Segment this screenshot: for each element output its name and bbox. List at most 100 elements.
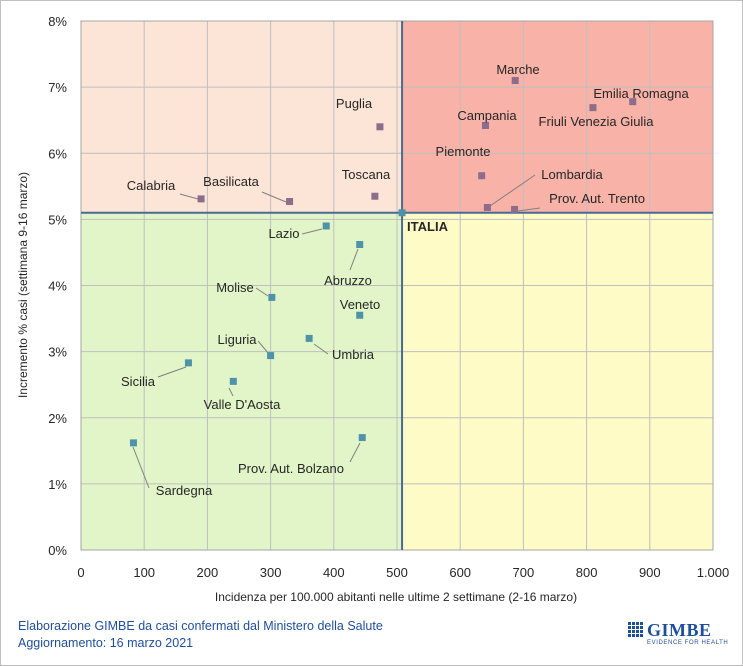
point-label: Emilia Romagna xyxy=(593,86,689,101)
grid-lines xyxy=(80,20,714,551)
leader-line xyxy=(489,174,536,207)
leader-line xyxy=(517,207,541,212)
x-tick-label: 800 xyxy=(576,565,598,580)
leader-lines xyxy=(132,174,541,489)
data-point xyxy=(511,205,519,213)
x-tick-label: 700 xyxy=(513,565,535,580)
leader-line xyxy=(157,366,187,378)
data-point xyxy=(483,203,491,211)
footer-source: Elaborazione GIMBE da casi confermati da… xyxy=(18,619,383,633)
point-label: Umbria xyxy=(332,347,375,362)
y-tick-label: 8% xyxy=(48,14,67,29)
data-point xyxy=(184,359,192,367)
scatter-chart: 0 100 200 300 400 500 600 700 800 900 1.000 0% 1% 2%… xyxy=(16,14,729,604)
data-point xyxy=(268,293,276,301)
x-axis-title: Incidenza per 100.000 abitanti nelle ult… xyxy=(215,590,577,604)
leader-line xyxy=(257,340,270,355)
point-label: Piemonte xyxy=(436,144,491,159)
data-point xyxy=(129,439,137,447)
point-label: Liguria xyxy=(217,332,257,347)
leader-line xyxy=(349,442,361,463)
reference-lines xyxy=(81,21,713,550)
point-labels: Marche Emilia Romagna Friuli Venezia Giuli… xyxy=(121,62,689,498)
footer-note: Elaborazione GIMBE da casi confermati da… xyxy=(18,618,383,652)
point-label: Puglia xyxy=(336,96,373,111)
y-tick-label: 3% xyxy=(48,345,67,360)
data-point xyxy=(305,334,313,342)
point-label: Marche xyxy=(496,62,539,77)
gimbe-logo: GIMBE EVIDENCE FOR HEALTH xyxy=(628,620,728,652)
y-tick-label: 2% xyxy=(48,411,67,426)
y-tick-label: 6% xyxy=(48,146,67,161)
logo-grid-icon xyxy=(628,622,644,638)
x-tick-label: 100 xyxy=(133,565,155,580)
leader-line xyxy=(349,248,359,271)
footer-update: Aggiornamento: 16 marzo 2021 xyxy=(18,636,194,650)
data-point xyxy=(229,377,237,385)
data-point xyxy=(267,352,275,360)
logo-wordmark: GIMBE xyxy=(647,620,712,640)
italia-label: ITALIA xyxy=(407,219,449,234)
x-tick-label: 600 xyxy=(449,565,471,580)
y-tick-label: 7% xyxy=(48,80,67,95)
point-label: Veneto xyxy=(340,297,381,312)
data-points xyxy=(129,77,637,447)
point-label: Calabria xyxy=(127,178,176,193)
point-label: Sardegna xyxy=(156,483,213,498)
x-tick-label: 500 xyxy=(386,565,408,580)
quadrant-bottom-left xyxy=(81,212,403,550)
y-tick-label: 4% xyxy=(48,279,67,294)
quadrant-backgrounds xyxy=(81,21,713,550)
point-label: Toscana xyxy=(342,167,391,182)
point-label: Molise xyxy=(216,280,254,295)
point-label: Sicilia xyxy=(121,374,156,389)
point-label: Valle D'Aosta xyxy=(204,397,281,412)
data-point xyxy=(322,222,330,230)
leader-line xyxy=(313,343,329,355)
plot-border xyxy=(80,20,714,551)
logo-tagline: EVIDENCE FOR HEALTH xyxy=(647,640,729,646)
quadrant-bottom-right xyxy=(402,212,713,550)
data-point xyxy=(478,172,486,180)
point-label: Basilicata xyxy=(203,174,259,189)
x-tick-label: 300 xyxy=(260,565,282,580)
point-label: Campania xyxy=(457,108,517,123)
leader-line xyxy=(228,387,234,397)
x-tick-label: 1.000 xyxy=(697,565,730,580)
data-point xyxy=(197,195,205,203)
y-tick-label: 0% xyxy=(48,543,67,558)
leader-line xyxy=(132,446,150,489)
data-point xyxy=(481,121,489,129)
y-axis-title: Incremento % casi (settimana 9-16 marzo) xyxy=(16,172,30,398)
x-tick-label: 0 xyxy=(77,565,84,580)
data-point xyxy=(356,311,364,319)
point-label: Prov. Aut. Trento xyxy=(549,191,645,206)
leader-line xyxy=(179,193,199,200)
italia-point xyxy=(398,209,406,217)
data-point xyxy=(358,434,366,442)
y-tick-label: 5% xyxy=(48,212,67,227)
data-point xyxy=(371,192,379,200)
data-point xyxy=(589,104,597,112)
data-point xyxy=(356,241,364,249)
quadrant-top-left xyxy=(81,21,403,213)
x-tick-label: 900 xyxy=(639,565,661,580)
data-point xyxy=(629,98,637,106)
x-tick-label: 400 xyxy=(323,565,345,580)
point-label: Lombardia xyxy=(541,167,603,182)
leader-line xyxy=(301,228,323,235)
y-axis-ticks: 0% 1% 2% 3% 4% 5% 6% 7% 8% xyxy=(48,14,67,558)
point-label: Prov. Aut. Bolzano xyxy=(238,461,344,476)
x-axis-ticks: 0 100 200 300 400 500 600 700 800 900 1.000 xyxy=(77,565,729,580)
quadrant-top-right xyxy=(402,21,713,213)
x-tick-label: 200 xyxy=(197,565,219,580)
data-point xyxy=(511,77,519,85)
data-point xyxy=(376,123,384,131)
leader-line xyxy=(255,287,269,297)
y-tick-label: 1% xyxy=(48,477,67,492)
point-label: Lazio xyxy=(268,226,299,241)
point-label: Friuli Venezia Giulia xyxy=(539,114,655,129)
data-point xyxy=(286,198,294,206)
leader-line xyxy=(261,191,287,203)
point-label: Abruzzo xyxy=(324,273,372,288)
